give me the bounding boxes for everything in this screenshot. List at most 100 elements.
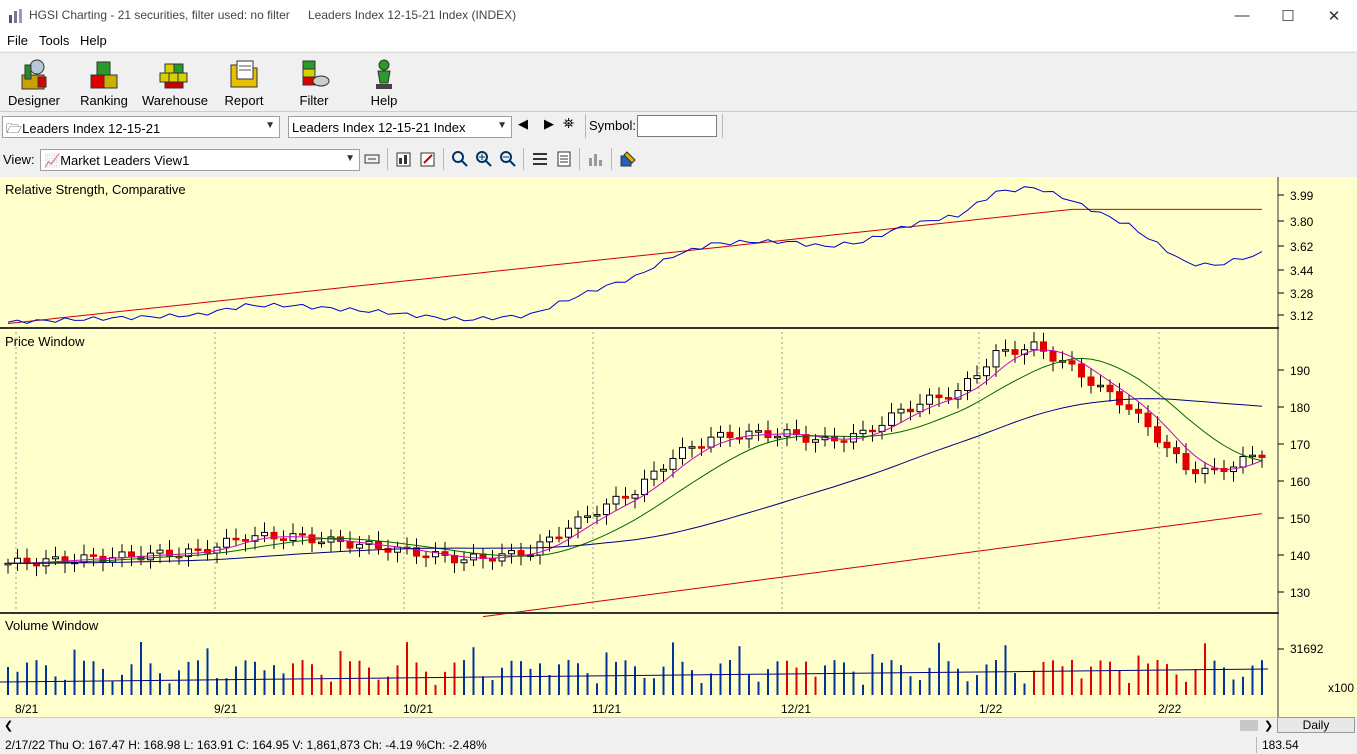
- scroll-right-icon[interactable]: ❯: [1264, 720, 1274, 732]
- chart-area[interactable]: [0, 177, 1357, 717]
- main-toolbar: Designer Ranking Warehouse Report Filter…: [0, 52, 1357, 112]
- edit-chart-icon[interactable]: [395, 150, 413, 168]
- symbol-input[interactable]: [637, 115, 717, 137]
- previous-arrow-icon[interactable]: ◀: [518, 116, 528, 131]
- security-select[interactable]: Leaders Index 12-15-21 Index ▼: [288, 116, 512, 138]
- paint-icon[interactable]: [619, 150, 637, 168]
- price-candle: [508, 550, 515, 555]
- price-candle: [1068, 360, 1076, 365]
- designer-button[interactable]: Designer: [2, 57, 66, 111]
- price-candle: [698, 446, 705, 449]
- price-candle: [926, 394, 933, 405]
- chart-background: [0, 177, 1357, 717]
- view-select[interactable]: 📈Market Leaders View1 ▼: [40, 149, 360, 171]
- price-candle: [413, 547, 420, 557]
- designer-icon: [21, 59, 47, 90]
- status-text: 2/17/22 Thu O: 167.47 H: 168.98 L: 163.9…: [5, 738, 487, 752]
- price-candle: [90, 554, 97, 557]
- list-select[interactable]: 🗁Leaders Index 12-15-21 ▼: [2, 116, 280, 138]
- folder-icon: 🗁: [6, 121, 23, 136]
- menu-file[interactable]: File: [7, 33, 28, 48]
- price-candle: [726, 431, 734, 439]
- price-candle: [1154, 426, 1161, 443]
- menu-help[interactable]: Help: [80, 33, 107, 48]
- zoom-in-icon[interactable]: [475, 150, 493, 168]
- price-candle: [546, 536, 553, 543]
- price-tick-label: 160: [1290, 475, 1311, 489]
- close-button[interactable]: ✕: [1311, 0, 1357, 31]
- price-candle: [318, 541, 325, 545]
- view-settings-icon[interactable]: [364, 150, 382, 168]
- binoculars-icon[interactable]: ⛯: [563, 115, 575, 131]
- separator: [1256, 737, 1257, 753]
- list-icon[interactable]: [531, 150, 549, 168]
- edit-indicator-icon[interactable]: [419, 150, 437, 168]
- period-button[interactable]: Daily: [1277, 717, 1355, 733]
- price-candle: [688, 446, 696, 449]
- price-candle: [280, 538, 287, 541]
- warehouse-icon: [159, 63, 188, 89]
- price-candle: [574, 516, 582, 529]
- price-candle: [185, 548, 192, 557]
- price-candle: [1201, 467, 1209, 475]
- moving-average-line: [7, 349, 1263, 564]
- price-candle: [992, 350, 1000, 368]
- close-icon: ✕: [1327, 7, 1341, 25]
- help-label: Help: [370, 93, 398, 108]
- price-candle: [1087, 376, 1095, 386]
- scroll-thumb[interactable]: [1240, 720, 1258, 731]
- horizontal-scrollbar[interactable]: ❮ ❯: [0, 717, 1276, 734]
- maximize-button[interactable]: ☐: [1265, 0, 1311, 31]
- scroll-left-icon[interactable]: ❮: [4, 720, 14, 732]
- separator: [443, 148, 444, 170]
- help-button[interactable]: Help: [352, 57, 416, 111]
- price-candle: [1011, 349, 1019, 355]
- price-candle: [52, 556, 59, 560]
- date-label: 2/22: [1158, 702, 1182, 716]
- symbol-label: Symbol:: [589, 118, 636, 133]
- report-button[interactable]: Report: [212, 57, 276, 111]
- price-candle: [251, 535, 259, 542]
- price-candle: [669, 457, 677, 470]
- ranking-label: Ranking: [80, 93, 128, 108]
- menu-tools[interactable]: Tools: [39, 33, 70, 48]
- rs-tick-label: 3.12: [1290, 309, 1314, 323]
- price-candle: [584, 515, 591, 518]
- ranking-button[interactable]: Ranking: [72, 57, 136, 111]
- price-candle: [973, 375, 981, 380]
- price-candle: [489, 557, 496, 562]
- window-subtitle: Leaders Index 12-15-21 Index (INDEX): [308, 8, 517, 22]
- price-candle: [337, 536, 344, 543]
- warehouse-button[interactable]: Warehouse: [142, 57, 208, 111]
- security-select-value: Leaders Index 12-15-21 Index: [292, 120, 466, 135]
- rs-tick-label: 3.99: [1290, 189, 1314, 203]
- zoom-icon[interactable]: [451, 150, 469, 168]
- price-candle: [859, 429, 867, 435]
- maximize-icon: ☐: [1281, 7, 1295, 25]
- price-candle: [1078, 363, 1085, 378]
- price-candle: [242, 539, 249, 542]
- table-icon[interactable]: [555, 150, 573, 168]
- price-candle: [897, 408, 905, 414]
- next-arrow-icon[interactable]: ▶: [544, 116, 554, 131]
- price-tick-label: 140: [1290, 549, 1311, 563]
- price-candle: [1106, 384, 1114, 393]
- price-candle: [1049, 350, 1057, 362]
- filter-button[interactable]: Filter: [282, 57, 346, 111]
- price-candle: [1239, 456, 1247, 468]
- minimize-button[interactable]: —: [1219, 0, 1265, 31]
- price-candle: [1002, 349, 1009, 352]
- price-candle: [888, 412, 895, 426]
- zoom-out-icon[interactable]: [499, 150, 517, 168]
- price-candle: [1173, 447, 1180, 455]
- price-candle: [755, 430, 762, 433]
- price-candle: [612, 495, 620, 505]
- volume-unit-label: x100: [1328, 681, 1355, 695]
- window-title: HGSI Charting - 21 securities, filter us…: [29, 8, 290, 22]
- view-select-value: Market Leaders View1: [60, 153, 190, 168]
- price-candle: [850, 433, 857, 443]
- chart-type-icon[interactable]: [587, 150, 605, 168]
- period-label: Daily: [1302, 718, 1330, 732]
- price-candle: [460, 559, 468, 564]
- price-candle: [1125, 404, 1133, 410]
